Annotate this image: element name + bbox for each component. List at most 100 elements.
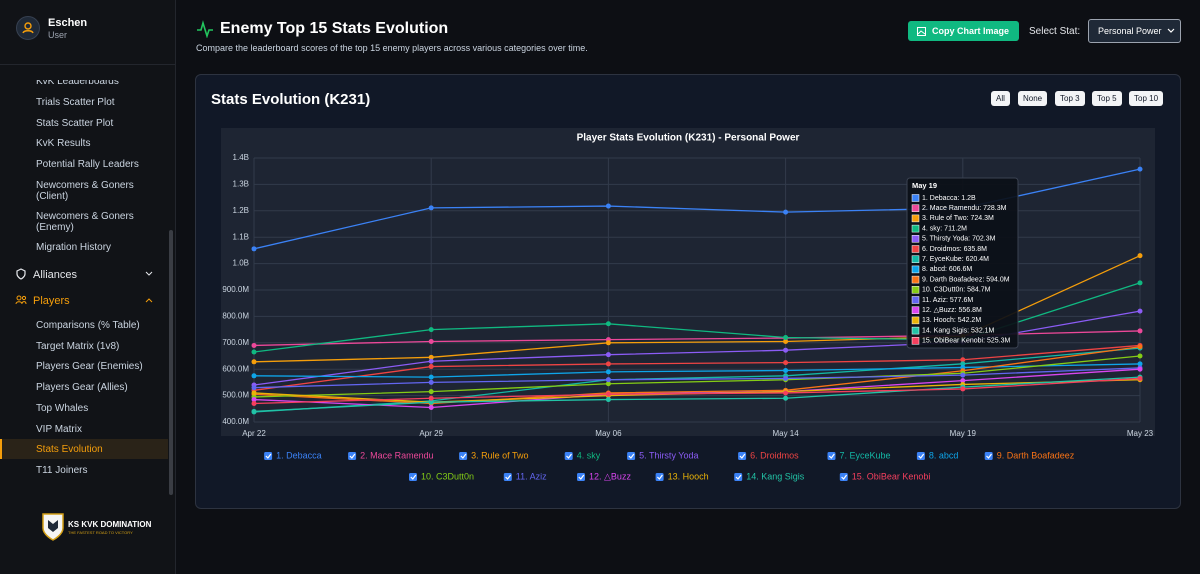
copy-icon <box>917 27 926 36</box>
nav-item[interactable]: Newcomers & Goners (Enemy) <box>36 211 134 233</box>
card-title: Stats Evolution (K231) <box>211 91 371 108</box>
legend-label[interactable]: 9. Darth Boafadeez <box>997 450 1075 460</box>
legend-checkbox[interactable] <box>348 452 357 460</box>
nav-item[interactable]: Newcomers & Goners (Client) <box>36 180 134 202</box>
data-point <box>783 347 789 353</box>
nav-item[interactable]: Target Matrix (1v8) <box>36 340 120 352</box>
divider <box>0 64 175 65</box>
legend-label[interactable]: 4. sky <box>577 450 601 460</box>
legend-checkbox[interactable] <box>984 452 993 460</box>
y-tick-label: 1.2B <box>233 206 249 215</box>
data-point <box>428 338 434 344</box>
legend-checkbox[interactable] <box>459 452 468 460</box>
legend-checkbox[interactable] <box>916 452 925 460</box>
legend-check <box>505 474 512 480</box>
legend-label[interactable]: 13. Hooch <box>668 471 709 481</box>
nav-item[interactable]: Migration History <box>36 242 112 253</box>
nav-item[interactable]: KvK Leaderboards <box>36 80 119 87</box>
nav-item[interactable]: Players Gear (Allies) <box>36 382 128 394</box>
filter-button[interactable]: Top 3 <box>1055 91 1085 106</box>
legend-checkbox[interactable] <box>564 452 573 460</box>
data-point <box>960 386 966 392</box>
legend-check <box>578 474 585 480</box>
legend-label[interactable]: 12. △Buzz <box>589 471 631 481</box>
tooltip-swatch <box>911 275 920 284</box>
series-line <box>253 346 1141 405</box>
legend-checkbox[interactable] <box>655 473 664 481</box>
legend-label[interactable]: 7. EyceKube <box>840 450 891 460</box>
legend-checkbox[interactable] <box>839 473 848 481</box>
copy-button-label: Copy Chart Image <box>932 26 1010 36</box>
y-tick-label: 500.0M <box>222 391 249 400</box>
legend-label[interactable]: 15. ObiBear Kenobi <box>852 471 931 481</box>
filter-button[interactable]: Top 10 <box>1129 91 1164 106</box>
legend-check <box>349 453 356 459</box>
legend-checkbox[interactable] <box>577 473 585 481</box>
legend-checkbox[interactable] <box>264 452 273 460</box>
filter-button[interactable]: All <box>991 91 1010 106</box>
series-line <box>253 377 1141 405</box>
nav-item[interactable]: Comparisons (% Table) <box>36 320 140 331</box>
nav-item[interactable]: Potential Rally Leaders <box>36 159 139 170</box>
data-point <box>251 401 257 407</box>
series-line <box>253 355 1141 398</box>
legend-checkbox[interactable] <box>503 473 512 481</box>
legend-label[interactable]: 14. Kang Sigis <box>746 471 805 481</box>
legend-label[interactable]: 6. Droidmos <box>750 450 799 460</box>
legend-check <box>986 453 992 459</box>
data-point <box>1137 375 1143 381</box>
legend-check <box>656 474 663 480</box>
nav-item[interactable]: Stats Evolution <box>36 444 103 456</box>
series-line <box>253 344 1141 391</box>
data-point <box>783 368 789 374</box>
legend-label[interactable]: 1. Debacca <box>276 450 322 460</box>
x-tick-label: Apr 29 <box>419 429 443 438</box>
nav-item[interactable]: Top Whales <box>36 402 89 414</box>
nav-item[interactable]: Stats Scatter Plot <box>36 118 114 129</box>
filter-button[interactable]: None <box>1018 91 1048 106</box>
filter-button[interactable]: Top 5 <box>1092 91 1122 106</box>
nav-item[interactable]: VIP Matrix <box>36 423 82 435</box>
tooltip-swatch <box>911 235 920 243</box>
data-point <box>251 397 257 403</box>
x-tick-label: May 23 <box>1127 429 1154 438</box>
x-tick-label: May 14 <box>772 429 799 438</box>
data-point <box>783 390 789 396</box>
data-point <box>783 395 789 401</box>
legend-checkbox[interactable] <box>627 452 636 460</box>
nav-item[interactable]: Trials Scatter Plot <box>36 97 115 108</box>
tooltip-title: May 19 <box>912 181 937 190</box>
legend-label[interactable]: 10. C3Dutt0n <box>421 471 474 481</box>
tooltip-swatch <box>911 204 920 212</box>
legend-checkbox[interactable] <box>734 473 743 481</box>
data-point <box>960 361 966 367</box>
legend-checkbox[interactable] <box>738 452 747 460</box>
user-avatar <box>16 16 40 40</box>
legend-checkbox[interactable] <box>827 452 836 460</box>
legend-check <box>566 453 572 459</box>
data-point <box>1137 328 1143 334</box>
legend-checkbox[interactable] <box>409 473 417 481</box>
stat-select-value: Personal Power <box>1098 26 1162 36</box>
legend-label[interactable]: 5. Thirsty Yoda <box>639 450 698 460</box>
nav: KvK Leaderboards Trials Scatter Plot Stats… <box>0 80 168 480</box>
nav-item[interactable]: T11 Joiners <box>36 464 88 476</box>
nav-section[interactable]: Alliances <box>33 269 78 281</box>
chart-title: Player Stats Evolution (K231) - Personal… <box>577 133 800 144</box>
legend-label[interactable]: 11. Aziz <box>516 471 547 481</box>
legend-label[interactable]: 8. abcd <box>929 450 959 460</box>
nav-item[interactable]: Players Gear (Enemies) <box>36 361 143 373</box>
data-point <box>428 354 434 360</box>
legend-label[interactable]: 2. Mace Ramendu <box>360 450 434 460</box>
series-line <box>253 367 1141 389</box>
data-point <box>605 381 611 387</box>
y-tick-label: 1.1B <box>233 232 249 241</box>
data-point <box>428 399 434 405</box>
copy-button[interactable]: Copy Chart Image <box>908 21 1019 41</box>
legend-label[interactable]: 3. Rule of Two <box>471 450 528 460</box>
nav-section[interactable]: Players <box>33 295 70 307</box>
data-point <box>783 360 789 366</box>
stat-select[interactable]: Personal Power <box>1088 19 1181 43</box>
nav-item[interactable]: KvK Results <box>36 138 91 149</box>
